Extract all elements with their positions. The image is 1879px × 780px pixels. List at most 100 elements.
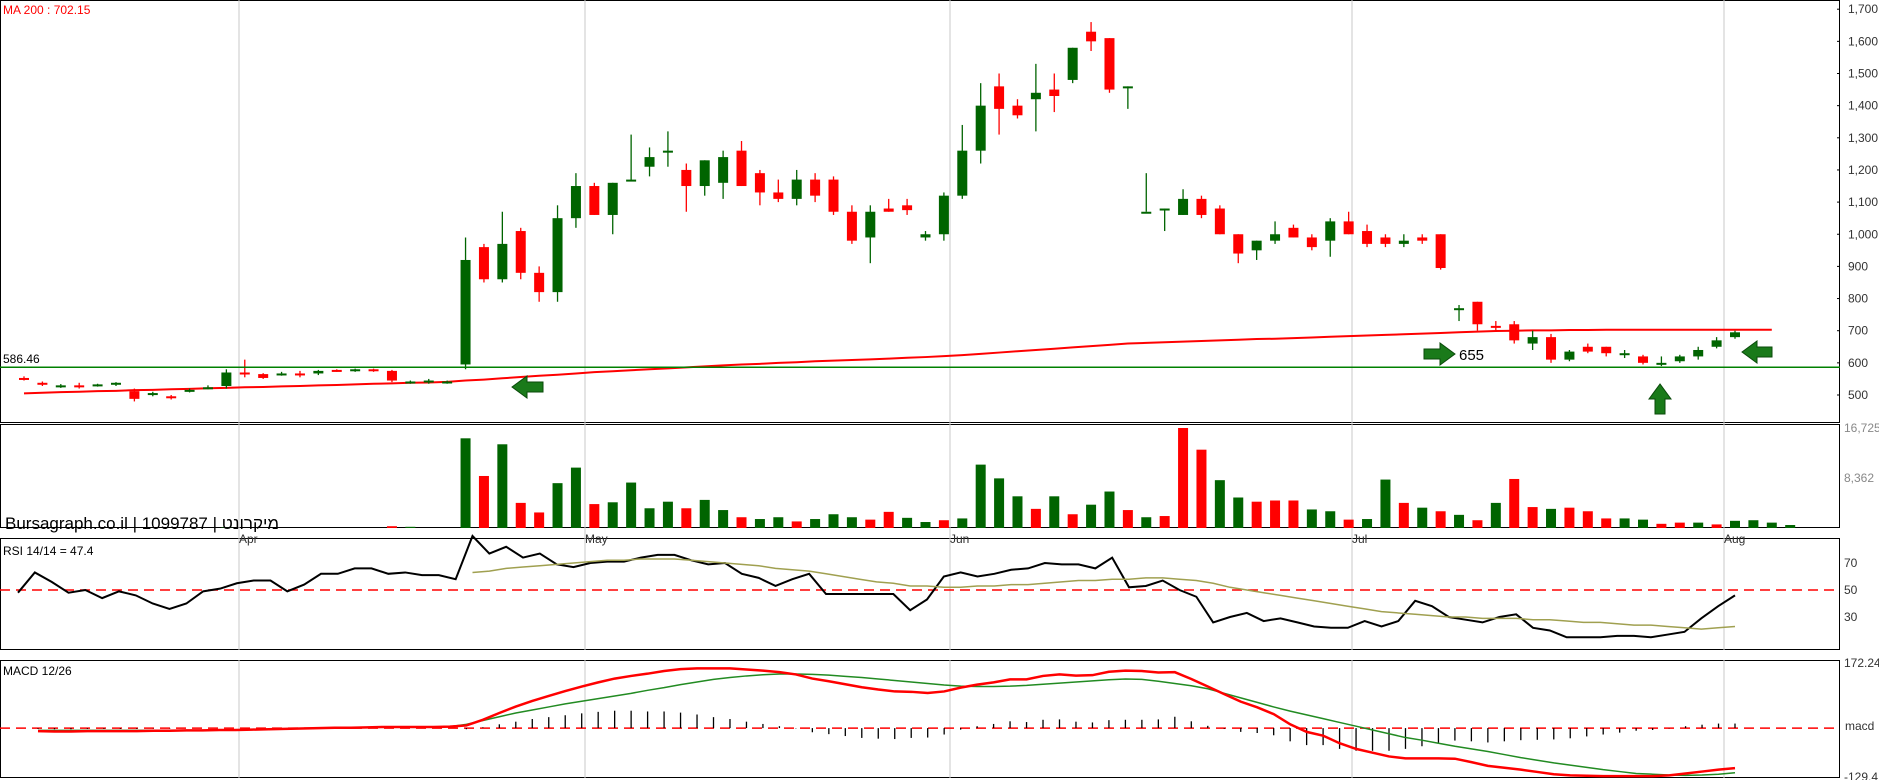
candle-body: [55, 385, 66, 388]
volume-bar: [1251, 501, 1262, 528]
candle-body: [644, 157, 655, 167]
volume-tick-label: 16,725: [1844, 421, 1879, 435]
candle-body: [1490, 325, 1501, 328]
volume-bar: [1564, 507, 1575, 528]
candle-body: [552, 218, 563, 293]
volume-bar: [386, 526, 397, 528]
macd-tick-label: 172.24: [1844, 656, 1879, 670]
volume-bar: [1454, 514, 1465, 528]
volume-bar: [938, 520, 949, 528]
candle-body: [1711, 340, 1722, 347]
candle-body: [442, 381, 453, 384]
candle-body: [810, 179, 821, 196]
panel-frame-0: [0, 0, 1840, 423]
candle-body: [994, 86, 1005, 109]
volume-bar: [846, 517, 857, 528]
month-label: May: [585, 532, 608, 546]
candle-body: [626, 179, 637, 182]
volume-bar: [1417, 507, 1428, 528]
rsi-label: RSI 14/14 = 47.4: [3, 544, 94, 558]
month-axis: Apr May Jun Jul Aug: [239, 532, 1745, 546]
candle-body: [1398, 240, 1409, 244]
volume-bar: [662, 501, 673, 528]
candle-body: [276, 373, 287, 376]
volume-bar: [1785, 525, 1796, 528]
price-tick-label: 1,500: [1848, 67, 1878, 81]
volume-bar: [1325, 511, 1336, 528]
volume-bar: [552, 483, 563, 528]
candle-body: [386, 370, 397, 381]
volume-bar: [865, 519, 876, 528]
volume-bar: [902, 517, 913, 528]
candle-body: [1601, 346, 1612, 354]
price-tick-label: 1,200: [1848, 163, 1878, 177]
volume-bar: [736, 517, 747, 528]
candle-body: [1638, 356, 1649, 363]
volume-bar: [1178, 428, 1189, 528]
volume-bar: [810, 519, 821, 528]
price-tick-label: 1,400: [1848, 99, 1878, 113]
candle-body: [1159, 208, 1170, 211]
candle-body: [1674, 356, 1685, 362]
candle-body: [129, 391, 140, 399]
candle-body: [570, 186, 581, 219]
rsi-average-line: [472, 558, 1736, 630]
candle-body: [1325, 221, 1336, 241]
candle-body: [846, 211, 857, 241]
candle-body: [1214, 208, 1225, 235]
volume-bar: [1306, 509, 1317, 528]
candle-body: [294, 373, 305, 376]
candle-body: [681, 169, 692, 187]
candle-body: [1288, 227, 1299, 238]
volume-bar: [754, 519, 765, 528]
volume-bar: [1766, 522, 1777, 528]
candle-body: [166, 396, 177, 399]
volume-bar: [570, 467, 581, 528]
volume-bar: [515, 502, 526, 528]
price-tick-label: 800: [1848, 292, 1868, 306]
volume-bar: [1362, 519, 1373, 528]
candle-body: [1141, 211, 1152, 214]
volume-bar: [1509, 478, 1520, 528]
price-axis: 1,700 1,600 1,500 1,400 1,300 1,200 1,100 1,000…: [1837, 2, 1878, 402]
candle-body: [313, 370, 324, 374]
macd-label: MACD 12/26: [3, 664, 72, 678]
candle-body: [1582, 346, 1593, 352]
volume-bar: [1270, 500, 1281, 528]
buy-arrow-up-icon: [1648, 383, 1672, 415]
volume-bar: [1233, 497, 1244, 528]
volume-bar: [1049, 496, 1060, 528]
volume-bar: [1693, 522, 1704, 528]
volume-bar: [828, 514, 839, 528]
candle-body: [1270, 234, 1281, 241]
volume-bar: [1711, 524, 1722, 528]
candle-body: [497, 243, 508, 280]
rsi-tick-label: 50: [1844, 583, 1858, 597]
volume-bar: [1656, 523, 1667, 528]
arrow-value-label: 655: [1459, 347, 1484, 364]
panel-frame-3: [0, 660, 1840, 778]
candle-body: [405, 381, 416, 384]
price-tick-label: 1,600: [1848, 34, 1878, 48]
candle-body: [515, 231, 526, 273]
volume-bar: [405, 526, 416, 528]
candle-body: [754, 173, 765, 193]
rsi-tick-label: 30: [1844, 610, 1858, 624]
candle-body: [589, 186, 600, 215]
ma200-line: [23, 328, 1772, 395]
candle-body: [938, 195, 949, 235]
month-label: Apr: [239, 532, 258, 546]
volume-bar: [1601, 518, 1612, 528]
volume-bar: [460, 438, 471, 528]
volume-bar: [589, 504, 600, 528]
candle-body: [1306, 237, 1317, 248]
volume-bar: [920, 522, 931, 528]
volume-bar: [1748, 520, 1759, 528]
volume-bar: [1012, 496, 1023, 528]
buy-arrow-left-end-icon: [1741, 340, 1773, 364]
candle-body: [1343, 221, 1354, 235]
panel-frames: [0, 0, 1840, 778]
candle-body: [1509, 324, 1520, 341]
volume-bar: [1472, 520, 1483, 528]
